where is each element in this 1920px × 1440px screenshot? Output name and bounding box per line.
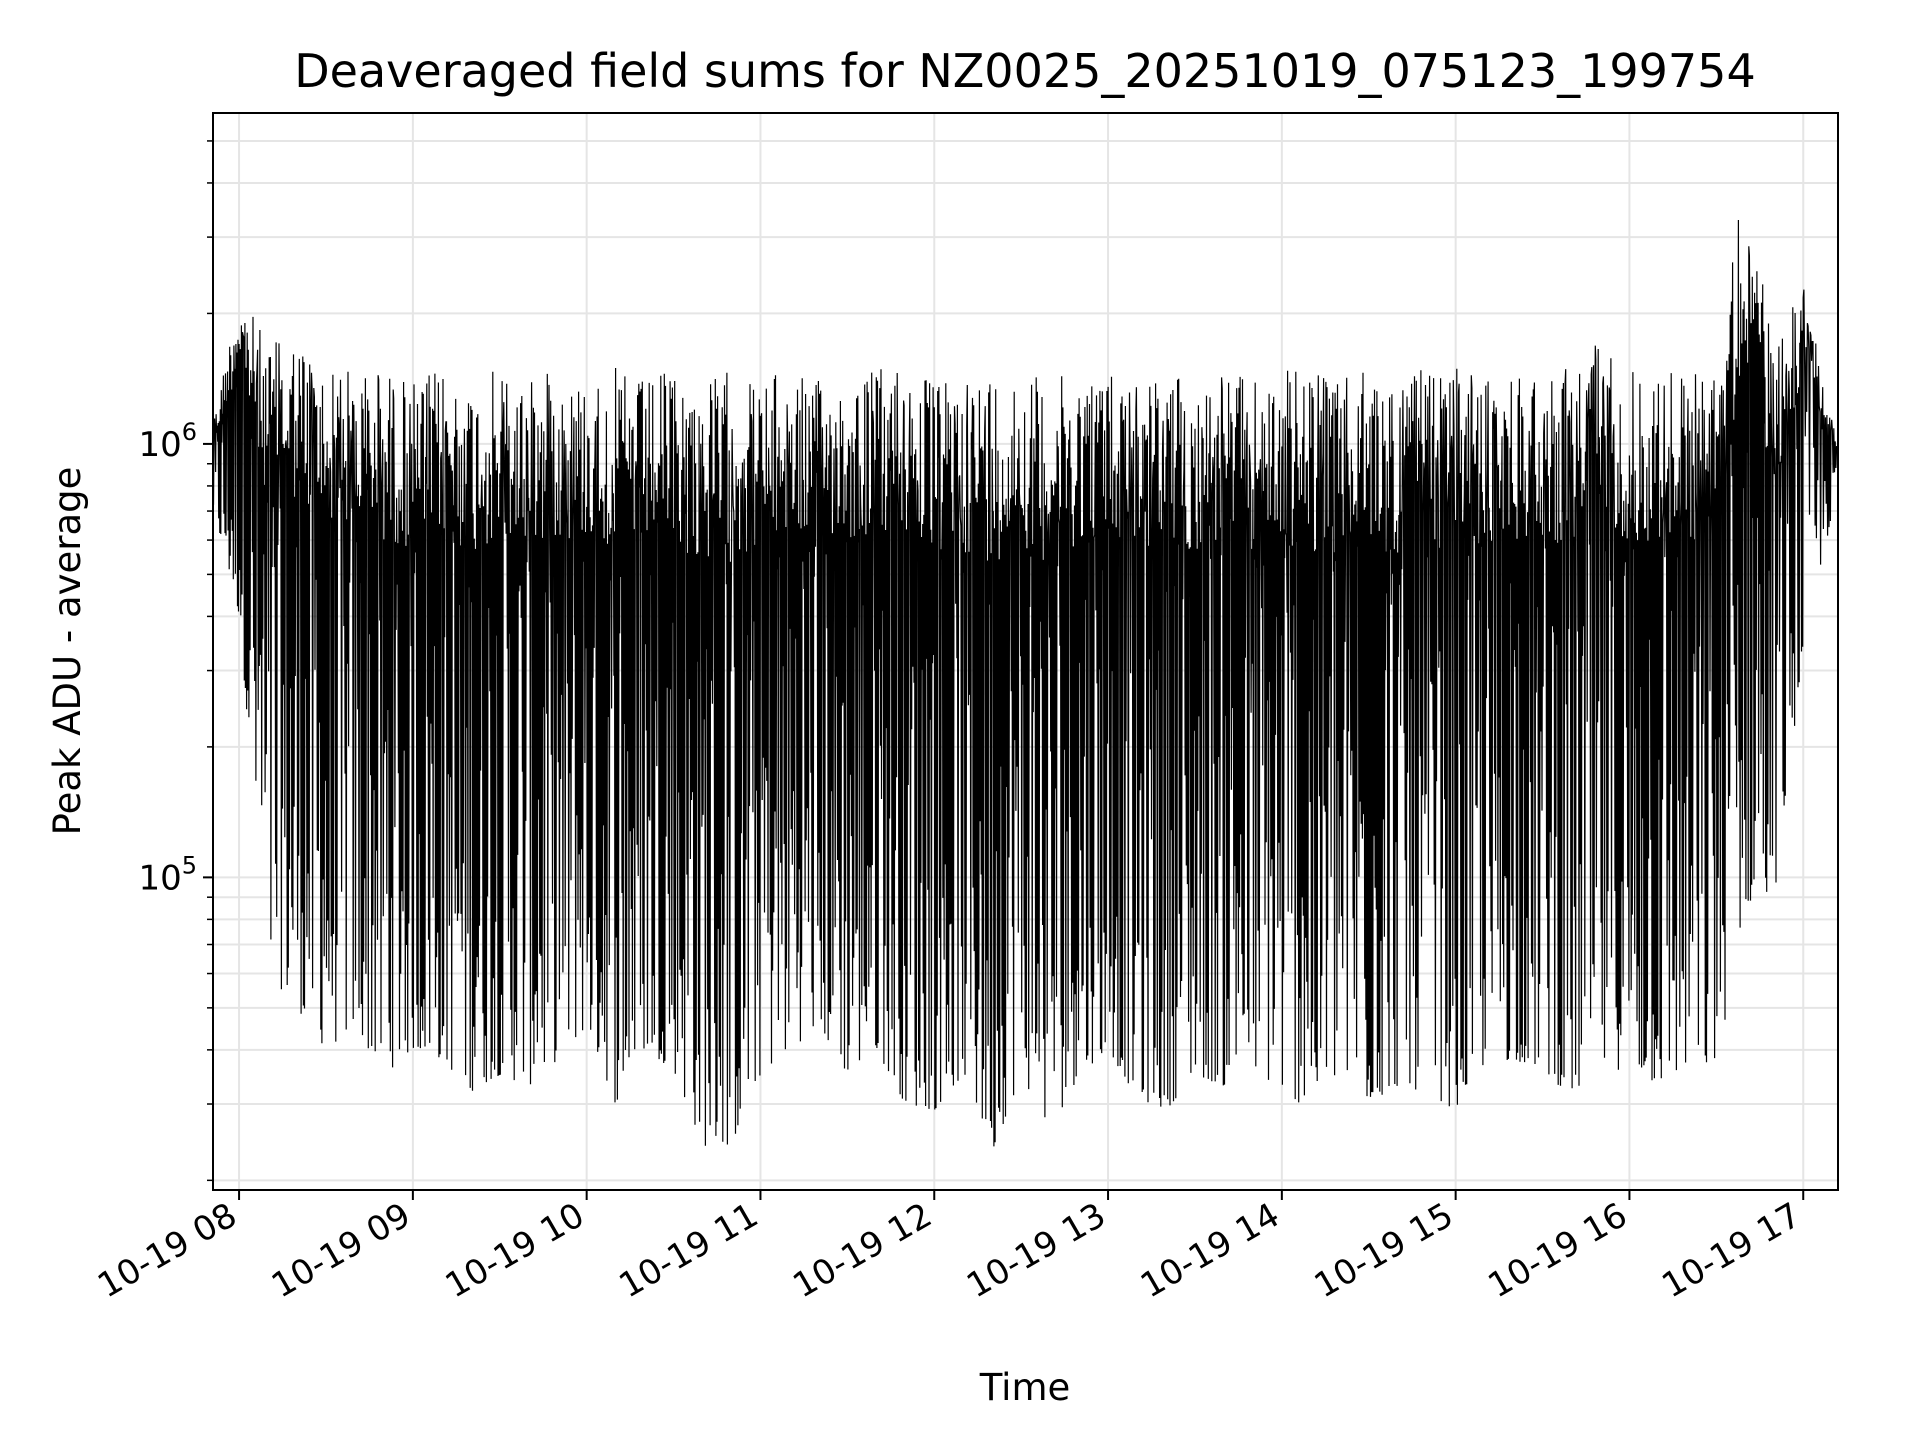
x-axis-label: Time: [979, 1366, 1071, 1409]
y-axis: 105 106: [138, 140, 213, 1182]
x-tick-label: 10-19 14: [1134, 1195, 1286, 1306]
x-tick-label: 10-19 12: [786, 1195, 938, 1306]
x-tick-label: 10-19 11: [613, 1195, 765, 1306]
x-axis: 10-19 08 10-19 09 10-19 10 10-19 11 10-19 12…: [91, 1190, 1808, 1306]
y-tick-label: 106: [138, 418, 197, 465]
plot-frame: [212, 112, 1839, 1191]
y-axis-label: Peak ADU - average: [46, 467, 89, 836]
series-line: [212, 219, 1839, 1147]
x-tick-label: 10-19 15: [1308, 1195, 1460, 1306]
x-tick-label: 10-19 10: [439, 1195, 591, 1306]
plot-area: [212, 219, 1839, 1147]
x-tick-label: 10-19 13: [960, 1195, 1112, 1306]
y-tick-label: 105: [138, 851, 197, 898]
chart-title: Deaveraged field sums for NZ0025_2025101…: [294, 44, 1755, 98]
x-tick-label: 10-19 16: [1482, 1195, 1634, 1306]
x-tick-label: 10-19 08: [91, 1195, 243, 1306]
x-tick-label: 10-19 09: [265, 1195, 417, 1306]
x-tick-label: 10-19 17: [1655, 1195, 1807, 1306]
